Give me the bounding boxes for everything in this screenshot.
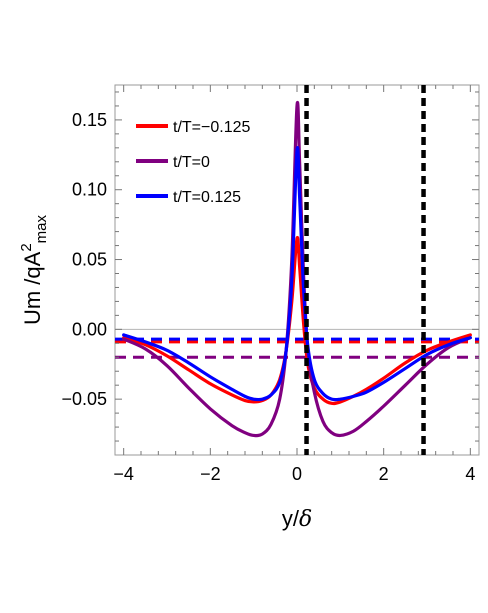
- x-axis-label: y/δ: [282, 506, 312, 532]
- legend-label: t/T=0.125: [173, 189, 241, 206]
- y-tick-label: 0.15: [72, 110, 107, 130]
- legend-label: t/T=0: [173, 154, 210, 171]
- x-tick-label: 4: [465, 464, 475, 484]
- legend-label: t/T=−0.125: [173, 119, 250, 136]
- y-tick-label: 0.10: [72, 180, 107, 200]
- x-tick-label: 0: [292, 464, 302, 484]
- y-axis-label: Um /qA2max: [18, 214, 50, 325]
- y-tick-label: 0.00: [72, 319, 107, 339]
- x-tick-label: −4: [113, 464, 134, 484]
- series-t-minus-0125-line: [122, 235, 472, 406]
- x-tick-label: −2: [200, 464, 221, 484]
- series-t-0-line: [122, 101, 472, 438]
- y-tick-label: −0.05: [61, 389, 107, 409]
- x-tick-label: 2: [379, 464, 389, 484]
- y-tick-label: 0.05: [72, 250, 107, 270]
- series-t-0125-line: [122, 146, 472, 402]
